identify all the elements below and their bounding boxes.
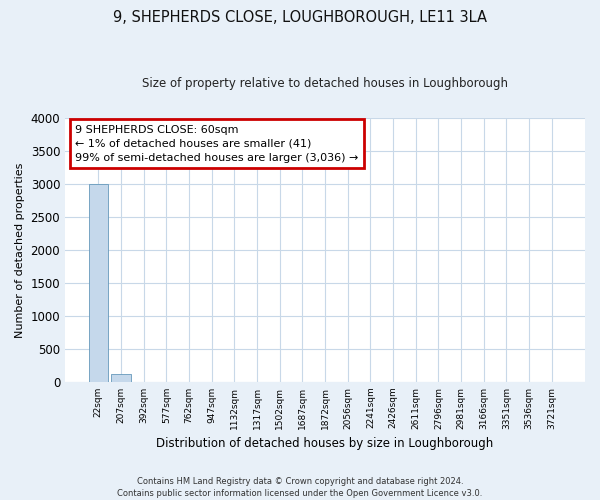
Bar [89,184,108,382]
Title: Size of property relative to detached houses in Loughborough: Size of property relative to detached ho… [142,78,508,90]
Text: 9, SHEPHERDS CLOSE, LOUGHBOROUGH, LE11 3LA: 9, SHEPHERDS CLOSE, LOUGHBOROUGH, LE11 3… [113,10,487,25]
Bar [112,374,131,382]
Text: Contains HM Land Registry data © Crown copyright and database right 2024.
Contai: Contains HM Land Registry data © Crown c… [118,476,482,498]
Text: 9 SHEPHERDS CLOSE: 60sqm
← 1% of detached houses are smaller (41)
99% of semi-de: 9 SHEPHERDS CLOSE: 60sqm ← 1% of detache… [76,124,359,162]
X-axis label: Distribution of detached houses by size in Loughborough: Distribution of detached houses by size … [157,437,494,450]
Y-axis label: Number of detached properties: Number of detached properties [15,162,25,338]
